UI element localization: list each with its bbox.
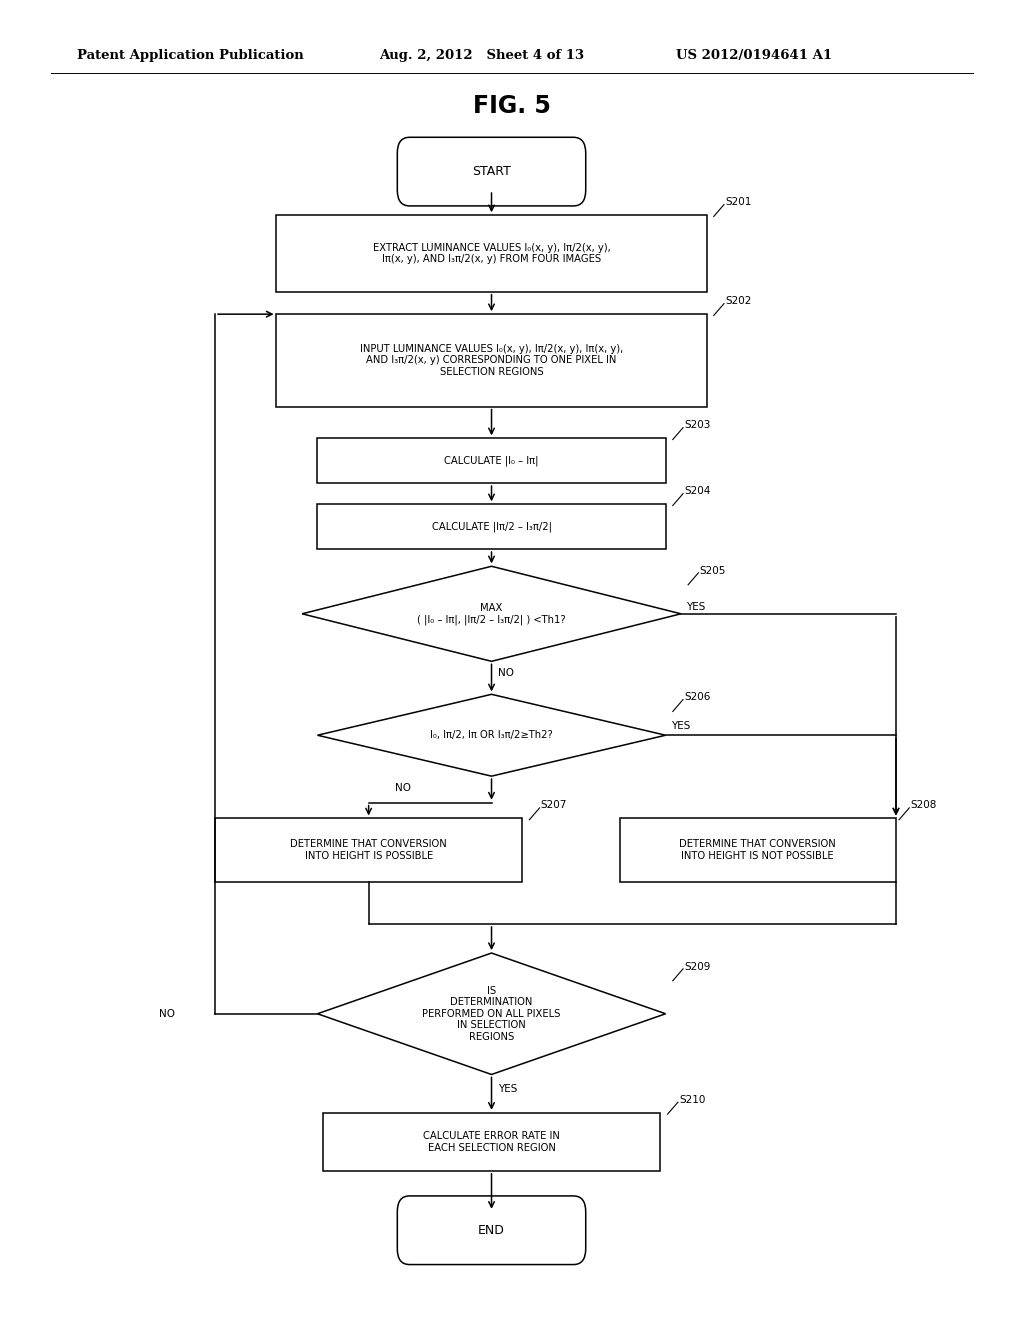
Text: I₀, Iπ/2, Iπ OR I₃π/2≥Th2?: I₀, Iπ/2, Iπ OR I₃π/2≥Th2? <box>430 730 553 741</box>
Text: S201: S201 <box>725 197 752 207</box>
Polygon shape <box>317 694 666 776</box>
Text: FIG. 5: FIG. 5 <box>473 94 551 117</box>
FancyBboxPatch shape <box>317 504 666 549</box>
Text: END: END <box>478 1224 505 1237</box>
FancyBboxPatch shape <box>323 1113 660 1171</box>
FancyBboxPatch shape <box>276 314 707 407</box>
Text: Aug. 2, 2012   Sheet 4 of 13: Aug. 2, 2012 Sheet 4 of 13 <box>379 49 584 62</box>
Text: CALCULATE ERROR RATE IN
EACH SELECTION REGION: CALCULATE ERROR RATE IN EACH SELECTION R… <box>423 1131 560 1152</box>
FancyBboxPatch shape <box>215 818 522 882</box>
Polygon shape <box>302 566 681 661</box>
FancyBboxPatch shape <box>276 215 707 292</box>
Text: CALCULATE |I₀ – Iπ|: CALCULATE |I₀ – Iπ| <box>444 455 539 466</box>
Text: DETERMINE THAT CONVERSION
INTO HEIGHT IS POSSIBLE: DETERMINE THAT CONVERSION INTO HEIGHT IS… <box>290 840 447 861</box>
Text: MAX
( |I₀ – Iπ|, |Iπ/2 – I₃π/2| ) <Th1?: MAX ( |I₀ – Iπ|, |Iπ/2 – I₃π/2| ) <Th1? <box>417 603 566 624</box>
Text: S207: S207 <box>541 800 567 810</box>
Text: NO: NO <box>395 783 412 793</box>
Text: S209: S209 <box>684 961 711 972</box>
Text: CALCULATE |Iπ/2 – I₃π/2|: CALCULATE |Iπ/2 – I₃π/2| <box>431 521 552 532</box>
Text: Patent Application Publication: Patent Application Publication <box>77 49 303 62</box>
Text: INPUT LUMINANCE VALUES I₀(x, y), Iπ/2(x, y), Iπ(x, y),
AND I₃π/2(x, y) CORRESPON: INPUT LUMINANCE VALUES I₀(x, y), Iπ/2(x,… <box>359 343 624 378</box>
Text: YES: YES <box>671 721 690 731</box>
Text: S205: S205 <box>699 565 726 576</box>
Text: S210: S210 <box>679 1094 706 1105</box>
FancyBboxPatch shape <box>317 438 666 483</box>
Text: NO: NO <box>159 1008 175 1019</box>
Text: DETERMINE THAT CONVERSION
INTO HEIGHT IS NOT POSSIBLE: DETERMINE THAT CONVERSION INTO HEIGHT IS… <box>679 840 837 861</box>
Text: US 2012/0194641 A1: US 2012/0194641 A1 <box>676 49 831 62</box>
Text: NO: NO <box>498 668 514 678</box>
FancyBboxPatch shape <box>397 1196 586 1265</box>
Text: START: START <box>472 165 511 178</box>
Text: S202: S202 <box>725 296 752 306</box>
Text: S206: S206 <box>684 692 711 702</box>
Text: YES: YES <box>686 602 706 612</box>
Text: YES: YES <box>498 1084 517 1094</box>
FancyBboxPatch shape <box>620 818 896 882</box>
Text: S208: S208 <box>910 800 937 810</box>
Polygon shape <box>317 953 666 1074</box>
Text: IS
DETERMINATION
PERFORMED ON ALL PIXELS
IN SELECTION
REGIONS: IS DETERMINATION PERFORMED ON ALL PIXELS… <box>422 986 561 1041</box>
Text: EXTRACT LUMINANCE VALUES I₀(x, y), Iπ/2(x, y),
Iπ(x, y), AND I₃π/2(x, y) FROM FO: EXTRACT LUMINANCE VALUES I₀(x, y), Iπ/2(… <box>373 243 610 264</box>
Text: S204: S204 <box>684 486 711 496</box>
Text: S203: S203 <box>684 420 711 430</box>
FancyBboxPatch shape <box>397 137 586 206</box>
